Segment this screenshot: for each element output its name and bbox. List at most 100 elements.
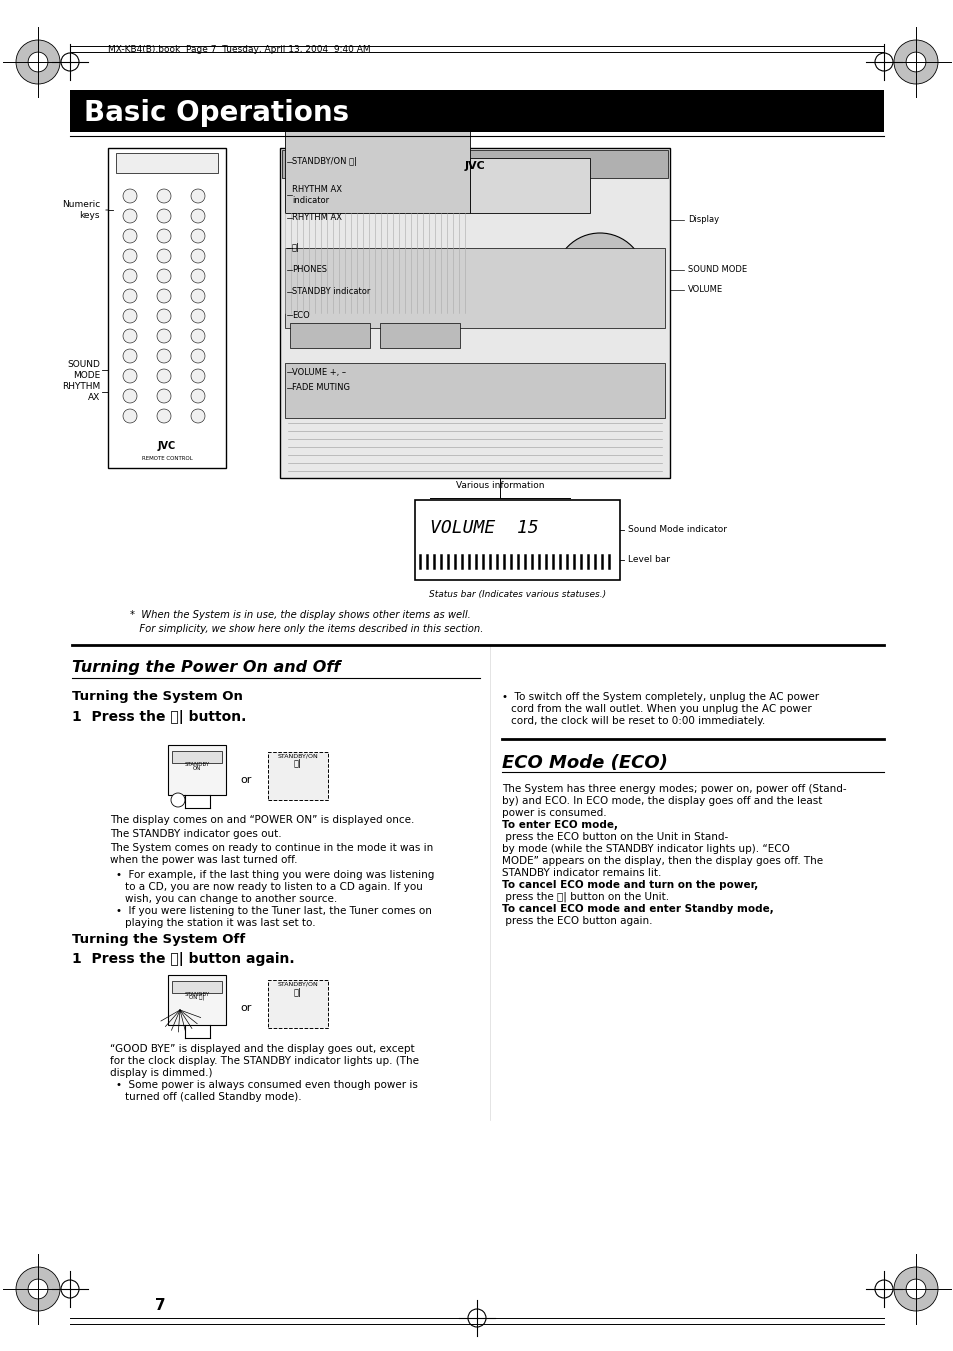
Bar <box>168 744 226 794</box>
Circle shape <box>157 369 171 382</box>
Text: 1  Press the ⏻| button again.: 1 Press the ⏻| button again. <box>71 952 294 966</box>
Text: MODE” appears on the display, then the display goes off. The: MODE” appears on the display, then the d… <box>501 857 822 866</box>
Text: playing the station it was last set to.: playing the station it was last set to. <box>125 917 315 928</box>
Text: •  For example, if the last thing you were doing was listening: • For example, if the last thing you wer… <box>116 870 434 880</box>
Text: To cancel ECO mode and turn on the power,: To cancel ECO mode and turn on the power… <box>501 880 758 890</box>
Bar <box>108 149 226 467</box>
Circle shape <box>123 189 137 203</box>
Bar <box>70 91 883 132</box>
Circle shape <box>905 53 925 72</box>
Bar <box>268 753 328 800</box>
Circle shape <box>191 330 205 343</box>
Text: STANDBY indicator: STANDBY indicator <box>292 288 370 296</box>
Text: cord from the wall outlet. When you unplug the AC power: cord from the wall outlet. When you unpl… <box>511 704 811 713</box>
Text: STANDBY/ON: STANDBY/ON <box>277 753 318 758</box>
Text: Level bar: Level bar <box>627 555 669 565</box>
Text: The System comes on ready to continue in the mode it was in
when the power was l: The System comes on ready to continue in… <box>110 843 433 865</box>
Circle shape <box>191 349 205 363</box>
Circle shape <box>157 330 171 343</box>
Text: STANDBY indicator remains lit.: STANDBY indicator remains lit. <box>501 867 660 878</box>
Circle shape <box>123 209 137 223</box>
Text: For simplicity, we show here only the items described in this section.: For simplicity, we show here only the it… <box>130 624 483 634</box>
Circle shape <box>157 349 171 363</box>
Bar <box>168 975 226 1025</box>
Text: Sound Mode indicator: Sound Mode indicator <box>627 526 726 535</box>
Circle shape <box>123 309 137 323</box>
Circle shape <box>191 369 205 382</box>
Text: to a CD, you are now ready to listen to a CD again. If you: to a CD, you are now ready to listen to … <box>125 882 422 892</box>
Circle shape <box>123 369 137 382</box>
Circle shape <box>123 249 137 263</box>
Text: press the ⏻| button on the Unit.: press the ⏻| button on the Unit. <box>501 892 668 902</box>
Circle shape <box>123 409 137 423</box>
Text: VOLUME  15: VOLUME 15 <box>430 519 538 536</box>
Bar <box>285 113 470 213</box>
Bar <box>290 323 370 349</box>
Text: 7: 7 <box>154 1297 165 1313</box>
Circle shape <box>893 41 937 84</box>
Circle shape <box>28 53 48 72</box>
Text: ON: ON <box>193 766 201 770</box>
Text: STANDBY/ON ⏻|: STANDBY/ON ⏻| <box>292 158 356 166</box>
Text: or: or <box>240 1002 251 1013</box>
Circle shape <box>123 289 137 303</box>
Text: VOLUME: VOLUME <box>687 285 722 295</box>
Circle shape <box>191 309 205 323</box>
Circle shape <box>157 409 171 423</box>
Text: The System has three energy modes; power on, power off (Stand-: The System has three energy modes; power… <box>501 784 845 794</box>
Bar <box>172 981 222 993</box>
Text: •  If you were listening to the Tuner last, the Tuner comes on: • If you were listening to the Tuner las… <box>116 907 432 916</box>
Text: Basic Operations: Basic Operations <box>84 99 349 127</box>
Circle shape <box>191 409 205 423</box>
Text: JVC: JVC <box>157 440 176 451</box>
Circle shape <box>191 269 205 282</box>
Circle shape <box>157 289 171 303</box>
Text: ⏻|: ⏻| <box>294 759 301 767</box>
Text: by mode (while the STANDBY indicator lights up). “ECO: by mode (while the STANDBY indicator lig… <box>501 844 789 854</box>
Text: by) and ECO. In ECO mode, the display goes off and the least: by) and ECO. In ECO mode, the display go… <box>501 796 821 807</box>
Circle shape <box>157 269 171 282</box>
Text: ON ⏻|: ON ⏻| <box>189 994 205 1001</box>
Text: SOUND MODE: SOUND MODE <box>687 266 746 274</box>
Text: STANDBY/ON: STANDBY/ON <box>277 982 318 988</box>
Text: Numeric
keys: Numeric keys <box>62 200 100 220</box>
Bar <box>415 500 619 580</box>
Text: power is consumed.: power is consumed. <box>501 808 606 817</box>
Text: display is dimmed.): display is dimmed.) <box>110 1069 213 1078</box>
Text: RHYTHM AX: RHYTHM AX <box>292 213 341 223</box>
Bar <box>280 149 669 478</box>
Text: Status bar (Indicates various statuses.): Status bar (Indicates various statuses.) <box>429 589 605 598</box>
Text: SOUND
MODE: SOUND MODE <box>67 361 100 380</box>
Circle shape <box>157 249 171 263</box>
Text: ⏻|: ⏻| <box>294 988 301 997</box>
Text: *  When the System is in use, the display shows other items as well.: * When the System is in use, the display… <box>130 611 470 620</box>
Circle shape <box>123 349 137 363</box>
Circle shape <box>191 289 205 303</box>
Circle shape <box>123 230 137 243</box>
Circle shape <box>157 189 171 203</box>
Bar <box>172 751 222 763</box>
Text: press the ECO button on the Unit in Stand-: press the ECO button on the Unit in Stan… <box>501 832 727 842</box>
Text: STANDBY: STANDBY <box>184 992 210 997</box>
Circle shape <box>157 389 171 403</box>
Bar <box>285 249 664 328</box>
Circle shape <box>157 309 171 323</box>
Circle shape <box>893 1267 937 1310</box>
Text: Turning the System On: Turning the System On <box>71 690 243 703</box>
Text: •  Some power is always consumed even though power is: • Some power is always consumed even tho… <box>116 1079 417 1090</box>
Text: To cancel ECO mode and enter Standby mode,: To cancel ECO mode and enter Standby mod… <box>501 904 773 915</box>
Text: JVC: JVC <box>464 161 485 172</box>
Text: turned off (called Standby mode).: turned off (called Standby mode). <box>125 1092 301 1102</box>
Text: To enter ECO mode,: To enter ECO mode, <box>501 820 618 830</box>
Circle shape <box>16 1267 60 1310</box>
Text: Turning the Power On and Off: Turning the Power On and Off <box>71 661 340 676</box>
Circle shape <box>16 41 60 84</box>
Circle shape <box>157 209 171 223</box>
Bar <box>470 158 589 213</box>
Text: “GOOD BYE” is displayed and the display goes out, except: “GOOD BYE” is displayed and the display … <box>110 1044 415 1054</box>
Circle shape <box>157 230 171 243</box>
Circle shape <box>123 269 137 282</box>
Circle shape <box>171 793 185 807</box>
Text: PHONES: PHONES <box>292 266 327 274</box>
Text: VOLUME +, –: VOLUME +, – <box>292 367 346 377</box>
